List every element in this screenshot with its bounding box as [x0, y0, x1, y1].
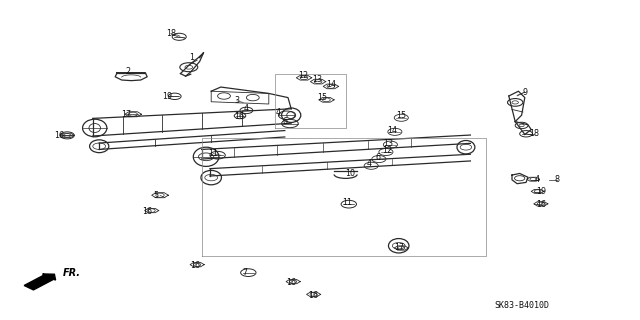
Text: 8: 8	[554, 175, 559, 184]
Text: 13: 13	[383, 139, 394, 148]
Text: 15: 15	[396, 111, 406, 120]
Text: 12: 12	[382, 146, 392, 155]
Text: 11: 11	[342, 198, 353, 207]
Text: 16: 16	[54, 131, 65, 140]
Text: 13: 13	[312, 75, 322, 84]
Text: 16: 16	[234, 112, 244, 121]
Text: 19: 19	[536, 188, 546, 196]
Text: 10: 10	[345, 169, 355, 178]
Text: 19: 19	[163, 92, 173, 100]
Text: 14: 14	[326, 80, 336, 89]
Text: 4: 4	[367, 159, 372, 168]
Text: 11: 11	[208, 149, 218, 158]
Text: 6: 6	[282, 117, 287, 126]
Text: 2: 2	[125, 67, 131, 76]
Text: 12: 12	[298, 71, 308, 80]
Text: SK83-B4010D: SK83-B4010D	[494, 301, 549, 310]
Text: 5: 5	[153, 191, 158, 200]
Text: 7: 7	[243, 268, 248, 277]
Text: 17: 17	[121, 110, 131, 119]
Text: 15: 15	[317, 93, 327, 102]
Text: 4: 4	[244, 104, 249, 113]
Text: 6: 6	[375, 153, 380, 162]
Text: 18: 18	[166, 29, 176, 38]
Text: 1: 1	[189, 53, 195, 62]
Text: 16: 16	[308, 291, 319, 300]
Text: 4: 4	[276, 108, 281, 117]
Text: 3: 3	[234, 96, 239, 105]
Text: 14: 14	[387, 126, 397, 135]
Text: 16: 16	[286, 278, 296, 287]
FancyArrow shape	[24, 274, 56, 290]
Text: 16: 16	[142, 207, 152, 216]
Text: FR.: FR.	[63, 268, 81, 278]
Text: 16: 16	[190, 261, 200, 270]
Text: 9: 9	[522, 88, 527, 97]
Text: 17: 17	[394, 243, 404, 252]
Text: 16: 16	[536, 200, 546, 209]
Text: 18: 18	[529, 129, 540, 138]
Text: 4: 4	[535, 175, 540, 184]
